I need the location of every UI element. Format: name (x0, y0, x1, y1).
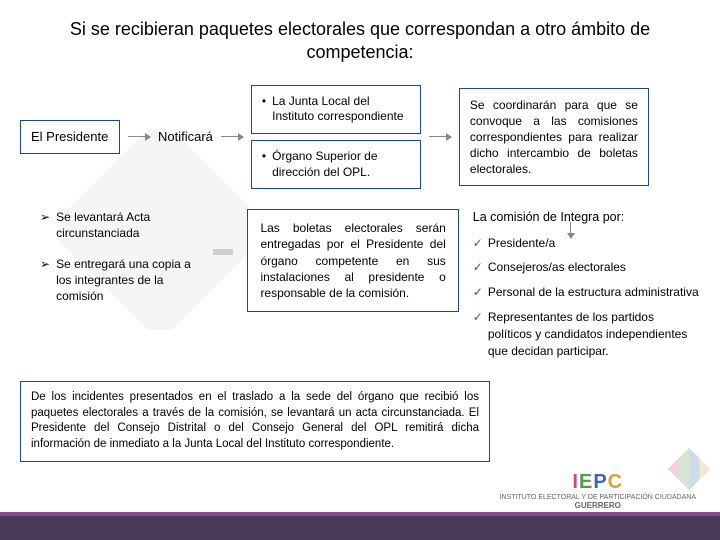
left-bullet-list: ➢Se levantará Acta circunstanciada ➢Se e… (40, 209, 199, 318)
label-notificara: Notificará (158, 129, 213, 144)
logo-subtitle: INSTITUTO ELECTORAL Y DE PARTICIPACIÓN C… (500, 494, 696, 501)
list-item: Se levantará Acta circunstanciada (56, 209, 199, 241)
footer-bar (0, 516, 720, 540)
arrow-icon (128, 136, 150, 137)
iepc-logo: IEPC INSTITUTO ELECTORAL Y DE PARTICIPAC… (500, 471, 696, 510)
connector-bar (213, 249, 233, 255)
slide-title: Si se recibieran paquetes electorales qu… (0, 0, 720, 75)
list-item: Personal de la estructura administrativa (488, 284, 699, 301)
comision-header: La comisión de Integra por: (473, 209, 700, 227)
comision-list: La comisión de Integra por: ✓Presidente/… (473, 209, 700, 367)
box-boletas: Las boletas electorales serán entregadas… (247, 209, 458, 312)
list-item: Representantes de los partidos políticos… (488, 309, 700, 359)
box-presidente: El Presidente (20, 120, 120, 155)
text-organo-superior: Órgano Superior de dirección del OPL. (272, 149, 410, 180)
flow-row-1: El Presidente Notificará •La Junta Local… (0, 75, 720, 189)
list-item: Presidente/a (488, 235, 555, 252)
arrow-icon (429, 136, 451, 137)
list-item: Se entregará una copia a los integrantes… (56, 256, 199, 305)
arrow-icon (221, 136, 243, 137)
box-junta-local: •La Junta Local del Instituto correspond… (251, 85, 421, 134)
box-incidentes: De los incidentes presentados en el tras… (20, 381, 490, 461)
logo-state: GUERRERO (500, 501, 696, 510)
list-item: Consejeros/as electorales (488, 259, 626, 276)
flow-row-2: ➢Se levantará Acta circunstanciada ➢Se e… (0, 189, 720, 367)
box-organo-superior: •Órgano Superior de dirección del OPL. (251, 140, 421, 189)
text-junta-local: La Junta Local del Instituto correspondi… (272, 94, 410, 125)
box-coordinaran: Se coordinarán para que se convoque a la… (459, 88, 649, 187)
